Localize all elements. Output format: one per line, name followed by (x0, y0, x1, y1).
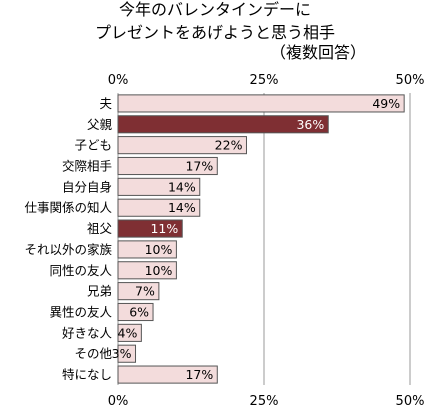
category-label: 兄弟 (87, 284, 112, 299)
bar (117, 198, 201, 217)
bar (117, 177, 201, 196)
bar (117, 219, 183, 238)
bar (117, 261, 177, 280)
data-label: 7% (135, 284, 155, 299)
bar (117, 136, 247, 155)
bar (117, 323, 142, 342)
category-label: 自分自身 (62, 179, 112, 194)
x-tick-label-bottom: 50% (396, 394, 425, 409)
bar (117, 344, 137, 363)
bar (117, 302, 154, 322)
chart-subtitle: （複数回答） (270, 43, 366, 62)
bar (117, 365, 218, 384)
data-label: 6% (129, 305, 149, 320)
x-tick-label-bottom: 0% (108, 394, 129, 409)
category-label: 交際相手 (62, 159, 112, 174)
data-label: 49% (372, 96, 400, 111)
data-label: 10% (145, 263, 173, 278)
category-label: 同性の友人 (49, 263, 112, 278)
data-label: 14% (168, 200, 196, 215)
data-label: 17% (185, 159, 213, 174)
bar (117, 282, 160, 301)
data-label: 10% (145, 242, 173, 257)
category-label: 子ども (74, 138, 112, 153)
x-tick-label-top: 25% (250, 73, 279, 88)
category-label: 仕事関係の知人 (24, 200, 112, 215)
category-label: 祖父 (87, 221, 113, 236)
chart-title-line-2: プレゼントをあげようと思う相手 (95, 23, 335, 42)
category-label: 好きな人 (62, 325, 113, 340)
category-label: 父親 (87, 117, 113, 132)
labels-layer: 0% 0% 25% 25% 50% 50% 夫 49% 父親 36% 子ども 22% 交際相手 17% 自分… (24, 73, 424, 409)
category-label: その他 (74, 346, 112, 361)
data-label: 22% (215, 138, 243, 153)
data-label: 3% (112, 346, 132, 361)
x-tick-label-top: 50% (396, 73, 425, 88)
category-label: 夫 (99, 96, 112, 111)
data-label: 14% (168, 179, 196, 194)
category-label: 特になし (62, 367, 112, 382)
x-tick-label-top: 0% (108, 73, 129, 88)
data-label: 36% (296, 117, 324, 132)
data-label: 11% (150, 221, 178, 236)
bar (117, 115, 329, 134)
data-label: 17% (185, 367, 213, 382)
bar (117, 94, 405, 113)
category-label: 異性の友人 (49, 305, 112, 320)
chart-title-line-1: 今年のバレンタインデーに (119, 0, 311, 19)
data-label: 4% (118, 325, 138, 340)
bar (117, 240, 177, 259)
bar (117, 156, 218, 176)
bars-layer (117, 94, 405, 384)
x-tick-label-bottom: 25% (250, 394, 279, 409)
category-label: それ以外の家族 (24, 242, 112, 257)
